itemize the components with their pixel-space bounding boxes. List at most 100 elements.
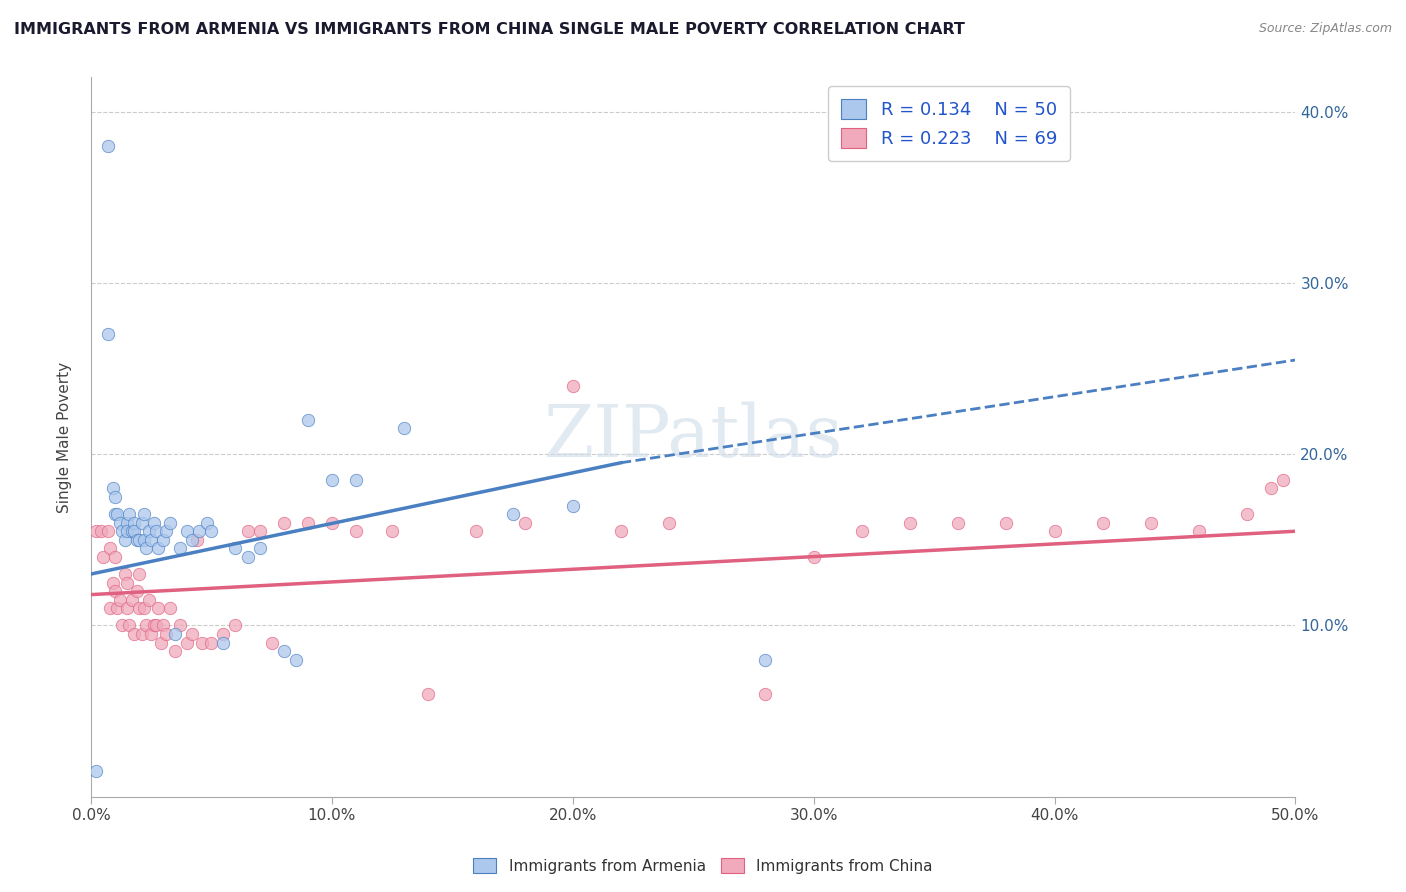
Point bbox=[1043, 524, 1066, 539]
Point bbox=[121, 592, 143, 607]
Point bbox=[91, 549, 114, 564]
Point bbox=[149, 635, 172, 649]
Point bbox=[273, 644, 295, 658]
Point bbox=[851, 524, 873, 539]
Point bbox=[104, 549, 127, 564]
Point bbox=[344, 473, 367, 487]
Point bbox=[107, 601, 129, 615]
Point bbox=[135, 618, 157, 632]
Point bbox=[392, 421, 415, 435]
Point bbox=[186, 533, 208, 547]
Point bbox=[111, 524, 134, 539]
Point bbox=[948, 516, 970, 530]
Point bbox=[297, 516, 319, 530]
Point bbox=[165, 644, 187, 658]
Point bbox=[115, 575, 138, 590]
Point bbox=[131, 627, 153, 641]
Point bbox=[125, 533, 148, 547]
Point bbox=[97, 327, 120, 342]
Point bbox=[176, 635, 198, 649]
Point bbox=[224, 618, 246, 632]
Point bbox=[118, 618, 141, 632]
Point bbox=[803, 549, 825, 564]
Point bbox=[148, 601, 170, 615]
Point bbox=[465, 524, 488, 539]
Legend: R = 0.134    N = 50, R = 0.223    N = 69: R = 0.134 N = 50, R = 0.223 N = 69 bbox=[828, 87, 1070, 161]
Point bbox=[135, 541, 157, 556]
Point bbox=[273, 516, 295, 530]
Point bbox=[190, 635, 212, 649]
Point bbox=[104, 490, 127, 504]
Point bbox=[249, 541, 271, 556]
Point bbox=[212, 627, 235, 641]
Point bbox=[200, 635, 222, 649]
Point bbox=[159, 516, 181, 530]
Point bbox=[124, 524, 146, 539]
Point bbox=[513, 516, 536, 530]
Point bbox=[502, 507, 524, 521]
Point bbox=[128, 567, 150, 582]
Point bbox=[159, 601, 181, 615]
Point bbox=[176, 524, 198, 539]
Point bbox=[124, 627, 146, 641]
Point bbox=[1272, 473, 1295, 487]
Point bbox=[114, 533, 136, 547]
Point bbox=[138, 524, 160, 539]
Point bbox=[155, 627, 177, 641]
Point bbox=[224, 541, 246, 556]
Point bbox=[118, 507, 141, 521]
Point bbox=[114, 567, 136, 582]
Point bbox=[236, 549, 259, 564]
Point bbox=[381, 524, 404, 539]
Point bbox=[212, 635, 235, 649]
Point bbox=[181, 627, 204, 641]
Point bbox=[188, 524, 211, 539]
Point bbox=[108, 592, 131, 607]
Point bbox=[169, 541, 191, 556]
Point bbox=[84, 524, 107, 539]
Point bbox=[142, 516, 165, 530]
Point bbox=[111, 618, 134, 632]
Point bbox=[108, 516, 131, 530]
Point bbox=[121, 524, 143, 539]
Point bbox=[138, 592, 160, 607]
Point bbox=[152, 618, 174, 632]
Point bbox=[131, 516, 153, 530]
Point bbox=[249, 524, 271, 539]
Point bbox=[125, 584, 148, 599]
Point bbox=[104, 584, 127, 599]
Point bbox=[84, 764, 107, 778]
Point bbox=[115, 601, 138, 615]
Point bbox=[1260, 482, 1282, 496]
Point bbox=[321, 473, 343, 487]
Point bbox=[145, 618, 167, 632]
Point bbox=[297, 413, 319, 427]
Point bbox=[561, 499, 583, 513]
Point bbox=[610, 524, 633, 539]
Point bbox=[90, 524, 112, 539]
Point bbox=[754, 687, 776, 701]
Point bbox=[200, 524, 222, 539]
Point bbox=[115, 524, 138, 539]
Point bbox=[101, 575, 124, 590]
Point bbox=[236, 524, 259, 539]
Point bbox=[754, 653, 776, 667]
Legend: Immigrants from Armenia, Immigrants from China: Immigrants from Armenia, Immigrants from… bbox=[467, 852, 939, 880]
Point bbox=[145, 524, 167, 539]
Point bbox=[1140, 516, 1163, 530]
Point bbox=[97, 524, 120, 539]
Text: Source: ZipAtlas.com: Source: ZipAtlas.com bbox=[1258, 22, 1392, 36]
Point bbox=[101, 482, 124, 496]
Point bbox=[128, 601, 150, 615]
Point bbox=[195, 516, 218, 530]
Point bbox=[148, 541, 170, 556]
Point bbox=[344, 524, 367, 539]
Point bbox=[155, 524, 177, 539]
Point bbox=[98, 601, 121, 615]
Point bbox=[561, 378, 583, 392]
Point bbox=[181, 533, 204, 547]
Point bbox=[97, 139, 120, 153]
Point bbox=[418, 687, 440, 701]
Point bbox=[115, 516, 138, 530]
Text: IMMIGRANTS FROM ARMENIA VS IMMIGRANTS FROM CHINA SINGLE MALE POVERTY CORRELATION: IMMIGRANTS FROM ARMENIA VS IMMIGRANTS FR… bbox=[14, 22, 965, 37]
